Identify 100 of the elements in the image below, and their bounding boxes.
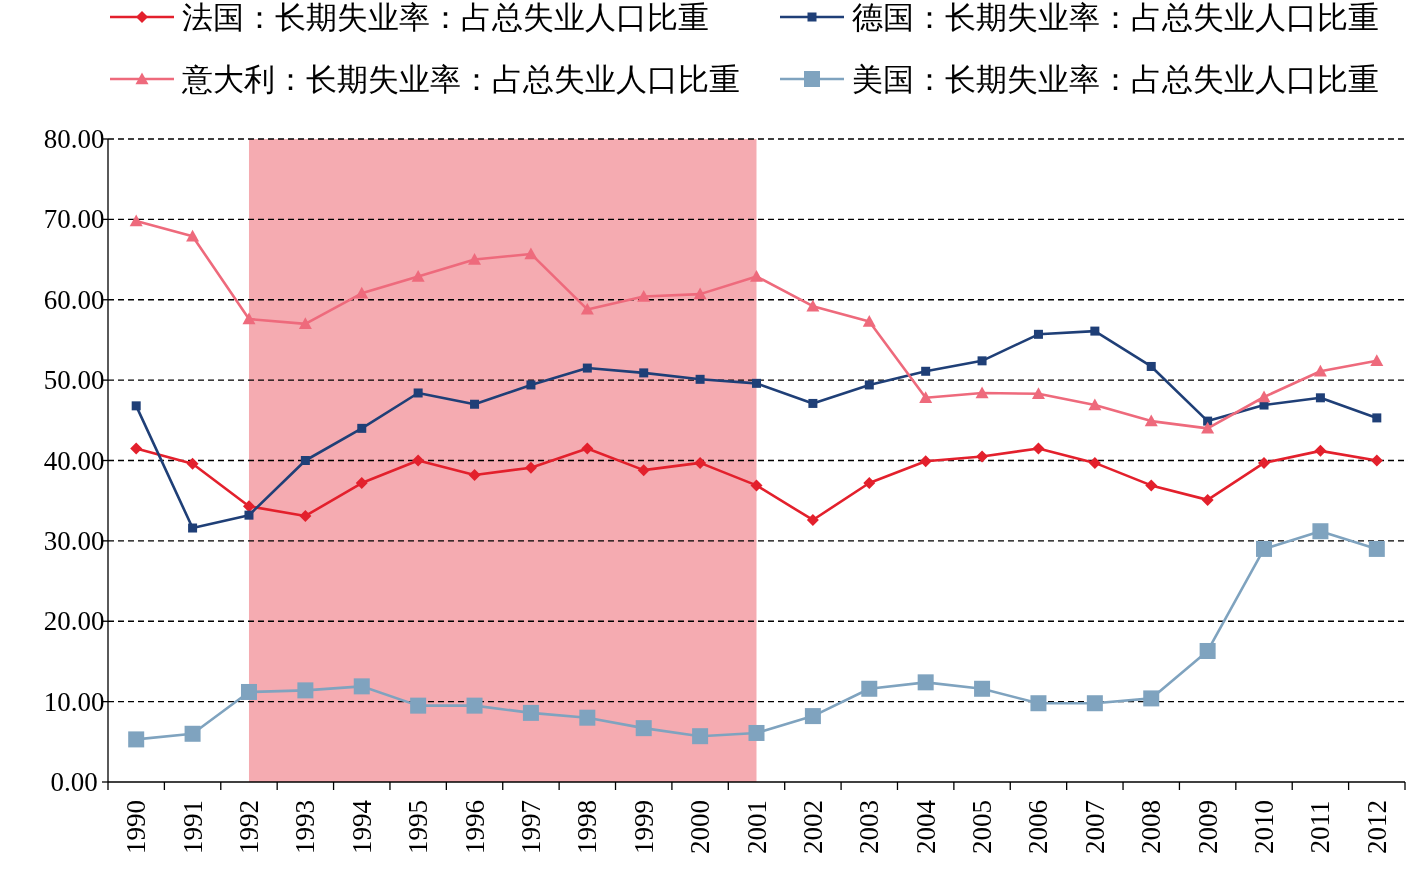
x-tick-label: 1990	[121, 800, 152, 854]
point	[693, 287, 707, 300]
y-tick-label: 60.00	[43, 284, 105, 315]
x-tick-label: 2010	[1249, 800, 1280, 854]
point	[355, 286, 369, 299]
point	[129, 214, 143, 227]
point	[357, 423, 367, 433]
point	[1256, 540, 1273, 557]
point	[1257, 390, 1271, 403]
point	[637, 290, 651, 302]
point	[1201, 421, 1215, 434]
point	[579, 709, 596, 726]
point	[921, 366, 931, 376]
y-tick-label: 0.00	[50, 767, 98, 797]
point	[410, 697, 427, 714]
point	[581, 442, 594, 455]
x-tick-label: 2001	[741, 800, 772, 854]
x-tick-label: 2000	[685, 800, 716, 854]
legend-label: 美国：长期失业率：占总失业人口比重	[852, 62, 1379, 97]
point	[748, 724, 765, 741]
point	[752, 378, 761, 388]
point	[864, 380, 874, 390]
y-tick-label: 50.00	[43, 365, 105, 396]
point	[861, 680, 878, 697]
y-tick-label: 20.00	[43, 606, 105, 637]
point	[1033, 329, 1043, 339]
point	[804, 708, 821, 725]
x-tick-label: 1992	[233, 800, 264, 854]
x-tick-label: 2008	[1136, 800, 1167, 854]
y-tick-label: 10.00	[43, 686, 105, 717]
point	[976, 450, 989, 463]
point	[1201, 493, 1214, 506]
point	[917, 674, 934, 691]
point	[242, 312, 256, 325]
point	[1372, 413, 1382, 423]
point	[468, 253, 482, 265]
point	[297, 682, 314, 699]
point	[1144, 414, 1158, 427]
point	[1370, 454, 1383, 467]
point	[635, 720, 652, 737]
x-tick-label: 1997	[515, 800, 546, 854]
point	[1370, 354, 1384, 367]
x-tick-label: 1998	[572, 800, 603, 854]
point	[522, 704, 539, 721]
x-tick-label: 1993	[290, 800, 321, 854]
point	[1312, 523, 1329, 540]
point	[750, 479, 763, 492]
point	[1031, 387, 1045, 399]
point	[299, 509, 312, 522]
y-tick-label: 40.00	[43, 445, 105, 476]
x-tick-label: 2009	[1192, 800, 1223, 854]
point	[411, 269, 425, 282]
y-tick-label: 70.00	[43, 204, 105, 235]
point	[919, 391, 933, 404]
point	[300, 456, 310, 465]
point	[1314, 444, 1327, 457]
x-tick-label: 1991	[177, 800, 208, 854]
point	[130, 442, 143, 455]
legend-label: 法国：长期失业率：占总失业人口比重	[182, 0, 709, 35]
x-tick-label: 1996	[459, 800, 490, 854]
point	[1145, 479, 1158, 492]
point	[1146, 361, 1156, 371]
x-tick-label: 1994	[346, 799, 377, 854]
point	[977, 356, 987, 366]
legend-label: 意大利：长期失业率：占总失业人口比重	[181, 62, 740, 97]
point	[582, 363, 592, 373]
x-tick-label: 2004	[910, 799, 941, 854]
point	[808, 398, 818, 408]
point	[1032, 442, 1045, 455]
point	[1143, 690, 1160, 707]
point	[863, 477, 876, 490]
y-tick-label: 80.00	[43, 124, 105, 154]
point	[1086, 695, 1103, 712]
point	[806, 299, 820, 312]
point	[128, 731, 145, 748]
point	[1315, 393, 1325, 403]
point	[975, 386, 989, 399]
point	[186, 457, 199, 470]
point	[240, 683, 257, 700]
point	[750, 269, 763, 282]
point	[1030, 695, 1047, 712]
point	[919, 455, 932, 468]
point	[1368, 540, 1385, 557]
point	[1088, 456, 1101, 469]
point	[355, 477, 368, 490]
point	[974, 680, 991, 697]
x-tick-label: 2003	[854, 800, 885, 854]
point	[692, 728, 709, 745]
point	[186, 229, 200, 242]
x-tick-label: 2011	[1305, 800, 1336, 854]
x-tick-label: 1995	[403, 800, 434, 854]
point	[695, 374, 705, 384]
point	[184, 725, 201, 742]
y-tick-label: 30.00	[43, 525, 105, 556]
point	[524, 247, 538, 260]
point	[1258, 456, 1271, 469]
point	[806, 513, 819, 526]
point	[466, 697, 483, 714]
point	[639, 368, 649, 378]
point	[694, 456, 707, 469]
